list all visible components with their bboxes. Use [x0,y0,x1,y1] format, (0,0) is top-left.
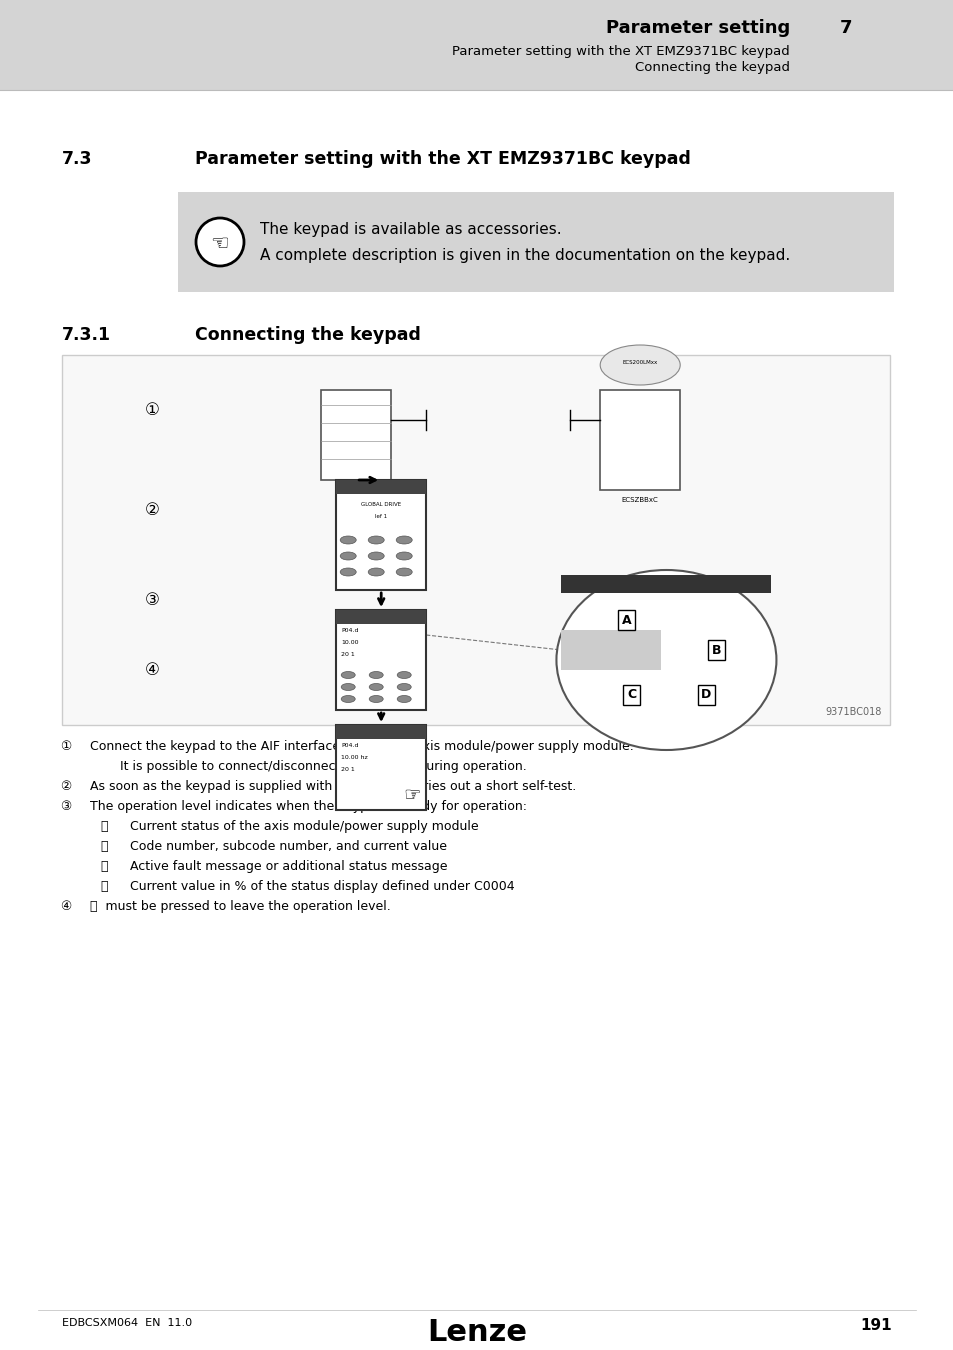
Text: lef 1: lef 1 [375,514,387,518]
Ellipse shape [340,568,355,576]
Text: EDBCSXM064  EN  11.0: EDBCSXM064 EN 11.0 [62,1318,192,1328]
Text: EMZ9371BC: EMZ9371BC [335,487,377,493]
Ellipse shape [599,346,679,385]
Bar [62,355,889,725]
Text: 7.3.1: 7.3.1 [62,325,111,344]
Bar [561,630,660,670]
Text: ①: ① [145,401,159,418]
Text: B: B [711,644,720,656]
Ellipse shape [395,552,412,560]
Bar [178,192,893,292]
Ellipse shape [369,695,383,702]
Text: ☞: ☞ [403,786,421,805]
Text: Ⓐ: Ⓐ [100,819,108,833]
Ellipse shape [368,536,384,544]
Bar [335,481,426,590]
Text: ①: ① [60,740,71,753]
Text: Current value in % of the status display defined under C0004: Current value in % of the status display… [130,880,514,892]
Text: ④: ④ [60,900,71,913]
Text: 10.00 hz: 10.00 hz [341,755,368,760]
Text: Active fault message or additional status message: Active fault message or additional statu… [130,860,447,873]
Text: GLOBAL DRIVE: GLOBAL DRIVE [361,502,401,508]
Ellipse shape [556,570,776,751]
Text: Parameter setting with the XT EMZ9371BC keypad: Parameter setting with the XT EMZ9371BC … [194,150,690,167]
Bar [335,610,426,710]
Text: ☜: ☜ [211,234,229,254]
Text: 20 1: 20 1 [341,767,355,772]
Text: ②: ② [60,780,71,792]
Text: Ⓓ: Ⓓ [100,880,108,892]
Ellipse shape [368,552,384,560]
Text: Ⓒ: Ⓒ [100,860,108,873]
Ellipse shape [340,536,355,544]
Ellipse shape [369,683,383,690]
Bar [561,575,771,593]
Text: 10.00: 10.00 [341,640,358,645]
Text: P04.d: P04.d [341,628,358,633]
Text: 7.3: 7.3 [62,150,92,167]
Text: A: A [621,613,631,626]
Ellipse shape [396,695,411,702]
Text: The keypad is available as accessories.: The keypad is available as accessories. [260,221,561,238]
Text: C: C [626,688,636,702]
Bar [335,610,426,624]
Text: It is possible to connect/disconnect the keypad during operation.: It is possible to connect/disconnect the… [120,760,526,774]
Circle shape [195,217,244,266]
Bar [335,725,426,810]
Text: P04.d: P04.d [341,743,358,748]
Text: Current status of the axis module/power supply module: Current status of the axis module/power … [130,819,478,833]
Text: ④: ④ [145,662,159,679]
Text: The operation level indicates when the keypad is ready for operation:: The operation level indicates when the k… [90,801,526,813]
Text: As soon as the keypad is supplied with voltage, it carries out a short self-test: As soon as the keypad is supplied with v… [90,780,576,792]
Ellipse shape [341,695,355,702]
Text: Connecting the keypad: Connecting the keypad [194,325,420,344]
Text: ③: ③ [60,801,71,813]
Text: Code number, subcode number, and current value: Code number, subcode number, and current… [130,840,447,853]
Text: Parameter setting with the XT EMZ9371BC keypad: Parameter setting with the XT EMZ9371BC … [452,46,789,58]
Ellipse shape [395,536,412,544]
Text: 20 1: 20 1 [341,652,355,657]
Ellipse shape [395,568,412,576]
Text: Ⓟ  must be pressed to leave the operation level.: Ⓟ must be pressed to leave the operation… [90,900,391,913]
Ellipse shape [396,671,411,679]
Bar [599,390,679,490]
Text: Connect the keypad to the AIF interface (X1) of the axis module/power supply mod: Connect the keypad to the AIF interface … [90,740,633,753]
Bar [335,725,426,738]
Text: ECS200LMxx: ECS200LMxx [622,360,658,366]
Text: Ⓑ: Ⓑ [100,840,108,853]
Bar [0,0,953,90]
Bar [335,481,426,494]
Text: 7: 7 [840,19,852,36]
Ellipse shape [369,671,383,679]
Text: Connecting the keypad: Connecting the keypad [635,61,789,73]
Text: Parameter setting: Parameter setting [605,19,789,36]
Text: A complete description is given in the documentation on the keypad.: A complete description is given in the d… [260,248,789,263]
Ellipse shape [341,683,355,690]
Text: D: D [700,688,711,702]
Text: ECSZBBxC: ECSZBBxC [621,497,658,504]
Ellipse shape [396,683,411,690]
Text: ③: ③ [145,591,159,609]
Text: 9371BC018: 9371BC018 [824,707,882,717]
Ellipse shape [368,568,384,576]
Text: 191: 191 [860,1318,891,1332]
Text: Lenze: Lenze [427,1318,526,1347]
Ellipse shape [341,671,355,679]
Text: ②: ② [145,501,159,518]
Ellipse shape [340,552,355,560]
Bar [321,390,391,481]
